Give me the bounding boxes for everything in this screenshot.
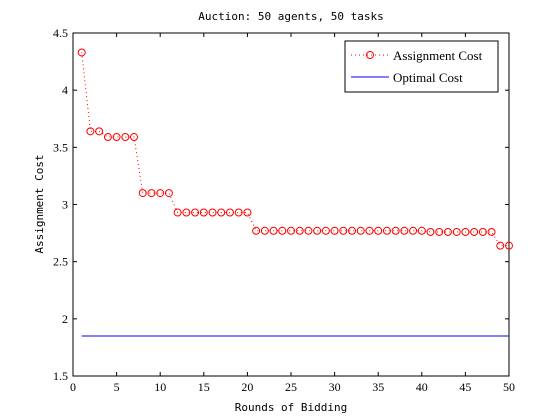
data-point [426, 227, 435, 236]
data-point [217, 208, 226, 217]
series-layer [77, 48, 513, 337]
x-tick-label: 0 [70, 380, 76, 394]
data-point [313, 226, 322, 235]
x-axis-label: Rounds of Bidding [235, 401, 348, 414]
data-point [138, 189, 147, 198]
data-point [435, 227, 444, 236]
data-point [225, 208, 234, 217]
data-point [252, 226, 261, 235]
y-tick-label: 3 [62, 198, 68, 212]
data-point [199, 208, 208, 217]
data-point [330, 226, 339, 235]
x-tick-label: 15 [198, 380, 210, 394]
legend-label-assignment-cost: Assignment Cost [393, 48, 483, 63]
data-point [234, 208, 243, 217]
x-tick-label: 35 [372, 380, 384, 394]
data-point [321, 226, 330, 235]
data-point [164, 189, 173, 198]
data-point [156, 189, 165, 198]
chart-title: Auction: 50 agents, 50 tasks [198, 10, 383, 23]
data-point [260, 226, 269, 235]
data-point [365, 226, 374, 235]
series-line-assignment-cost [81, 52, 509, 247]
legend-marker-assignment-cost [366, 51, 374, 59]
x-tick-label: 50 [503, 380, 515, 394]
data-point [147, 189, 156, 198]
data-point [461, 227, 470, 236]
x-tick-label: 5 [114, 380, 120, 394]
y-tick-label: 4.5 [53, 26, 68, 40]
data-point [182, 208, 191, 217]
x-tick-label: 45 [459, 380, 471, 394]
y-axis: 1.5 2 2.5 3 3.5 4 4.5 [53, 26, 509, 383]
y-tick-label: 4 [62, 83, 68, 97]
data-point [417, 226, 426, 235]
data-point [339, 226, 348, 235]
data-point [443, 227, 452, 236]
data-point [356, 226, 365, 235]
x-tick-label: 10 [154, 380, 166, 394]
data-point [208, 208, 217, 217]
x-tick-label: 25 [285, 380, 297, 394]
y-tick-label: 3.5 [53, 140, 68, 154]
data-point [86, 127, 95, 136]
data-point [278, 226, 287, 235]
x-axis: 0 5 10 15 20 25 30 35 40 45 50 [70, 33, 515, 394]
y-tick-label: 2 [62, 312, 68, 326]
x-tick-label: 20 [241, 380, 253, 394]
data-point [348, 226, 357, 235]
data-point [452, 227, 461, 236]
legend: Assignment Cost Optimal Cost [344, 40, 499, 93]
data-point [173, 208, 182, 217]
data-point [295, 226, 304, 235]
y-axis-label: Assignment Cost [33, 154, 46, 253]
data-point [487, 227, 496, 236]
x-tick-label: 40 [416, 380, 428, 394]
legend-label-optimal-cost: Optimal Cost [393, 70, 463, 85]
data-point [77, 48, 86, 57]
data-point [304, 226, 313, 235]
data-point [391, 226, 400, 235]
data-point [496, 241, 505, 250]
data-point [243, 208, 252, 217]
data-point [95, 127, 104, 136]
data-point [478, 227, 487, 236]
data-point [382, 226, 391, 235]
data-point [470, 227, 479, 236]
x-tick-label: 30 [329, 380, 341, 394]
data-point [130, 133, 139, 142]
y-tick-label: 1.5 [53, 369, 68, 383]
data-point [269, 226, 278, 235]
legend-box [344, 40, 499, 93]
data-point [112, 133, 121, 142]
data-point [400, 226, 409, 235]
data-point [121, 133, 130, 142]
data-point [409, 226, 418, 235]
data-point [374, 226, 383, 235]
data-point [191, 208, 200, 217]
y-tick-label: 2.5 [53, 255, 68, 269]
data-point [505, 241, 513, 250]
data-point [103, 133, 112, 142]
data-point [287, 226, 295, 235]
